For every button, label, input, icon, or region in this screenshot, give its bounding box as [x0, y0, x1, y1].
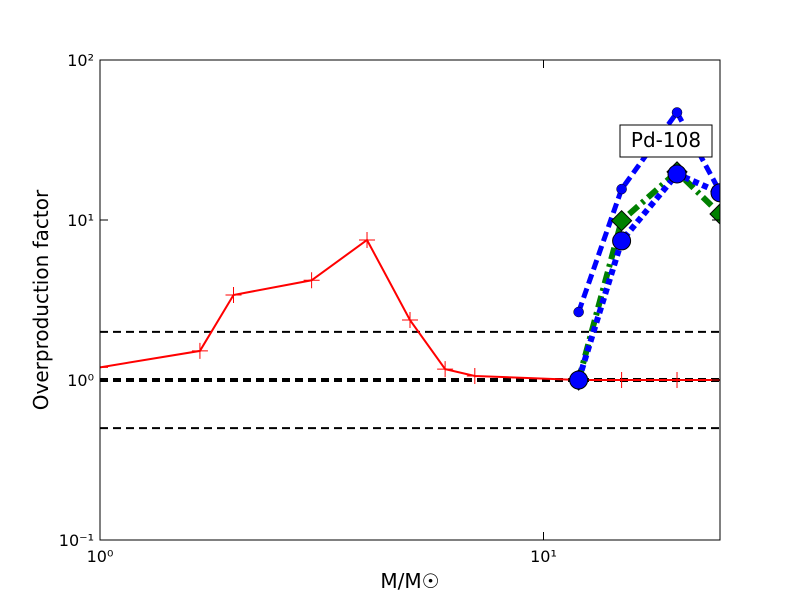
marker: [610, 209, 633, 232]
series-line: [100, 238, 720, 381]
plot-area: [100, 60, 720, 540]
marker: [616, 183, 627, 195]
x-tick-label: 10¹: [530, 547, 557, 566]
y-tick-label: 10⁻¹: [59, 531, 94, 550]
marker: [667, 164, 687, 184]
marker: [303, 272, 320, 289]
y-tick-label: 10⁰: [67, 371, 94, 390]
marker: [709, 203, 720, 225]
marker: [437, 361, 454, 378]
marker: [569, 370, 589, 390]
x-axis-label: M/M☉: [380, 569, 439, 593]
marker: [669, 372, 686, 388]
marker: [612, 231, 632, 251]
marker: [100, 359, 108, 376]
marker: [573, 306, 584, 318]
marker: [191, 342, 208, 359]
axes-frame: [99, 59, 721, 541]
y-tick-label: 10²: [67, 51, 94, 70]
y-tick-label: 10¹: [67, 211, 94, 230]
annotation-box: [619, 124, 713, 158]
marker: [359, 231, 376, 248]
x-tick-label: 10⁰: [87, 547, 114, 566]
marker: [225, 286, 242, 303]
series-line: [576, 107, 720, 313]
plot-content: [100, 107, 720, 430]
marker: [466, 367, 483, 384]
y-axis-label: Overproduction factor: [29, 189, 53, 410]
series-line: [575, 170, 720, 381]
marker: [710, 183, 720, 203]
marker: [671, 107, 683, 118]
marker: [402, 312, 418, 329]
marker: [613, 372, 630, 388]
annotation: Pd-108: [631, 128, 701, 152]
